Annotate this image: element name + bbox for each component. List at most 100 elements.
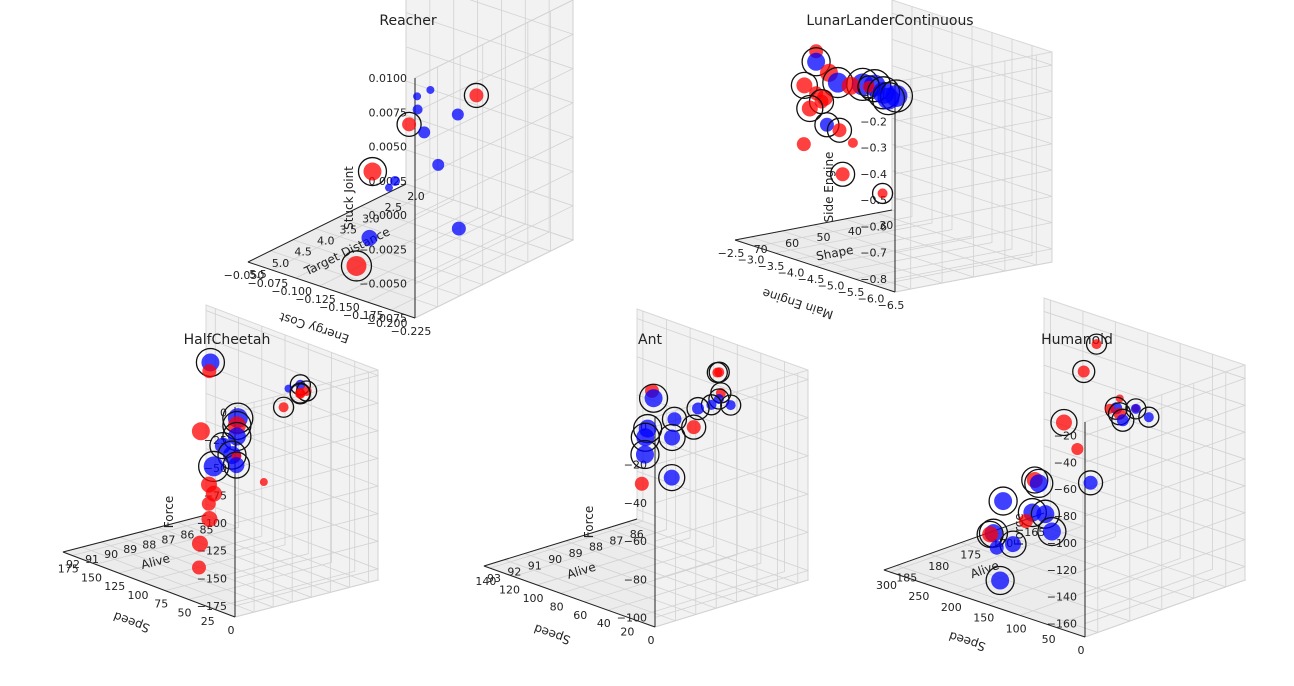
highlight-ring — [289, 383, 311, 405]
data-point — [832, 123, 847, 138]
gridline-z — [1043, 364, 1247, 490]
z-axis-title: Stuck Joint — [342, 166, 356, 230]
x-tick-label: −5.0 — [818, 280, 845, 293]
subplot-1: −0.225−0.200−0.175−0.150−0.125−0.100−0.0… — [224, 0, 575, 346]
gridline-x — [513, 319, 667, 577]
gridline-y — [750, 79, 912, 290]
highlight-ring — [801, 47, 831, 77]
subplot-title: LunarLanderContinuous — [806, 13, 973, 29]
x-tick-label: 20 — [620, 626, 634, 639]
data-point — [191, 560, 206, 575]
data-point — [796, 77, 813, 94]
highlight-ring — [1072, 359, 1096, 384]
gridline-z — [1043, 445, 1247, 571]
x-tick-label: −0.225 — [391, 325, 432, 338]
z-tick-label: 0.0075 — [369, 106, 408, 119]
x-tick-label: 120 — [499, 584, 520, 597]
gridline-z — [205, 420, 380, 524]
gridline-z — [205, 337, 380, 441]
x-tick-label: 125 — [104, 580, 125, 593]
data-point — [418, 126, 431, 139]
data-point — [819, 117, 834, 132]
gridline-x — [794, 19, 953, 260]
y-tick-label: 89 — [569, 547, 583, 560]
highlight-ring — [681, 414, 707, 440]
data-point — [202, 364, 217, 379]
data-point — [432, 158, 445, 171]
y-tick-label: 175 — [960, 549, 981, 562]
gridline-y — [1024, 371, 1227, 588]
gridline-x — [188, 352, 332, 600]
gridline-z — [205, 365, 380, 469]
z-tick-label: −40 — [624, 497, 647, 510]
gridline-y — [606, 379, 778, 590]
y-tick-label: 90 — [104, 548, 118, 561]
highlight-ring — [1085, 333, 1108, 355]
z-tick-label: −0.6 — [860, 220, 887, 233]
x-tick-label: −2.5 — [718, 247, 745, 260]
gridline-x — [955, 321, 1116, 595]
z-tick-label: 0.0050 — [369, 141, 408, 154]
gridline-z — [1043, 337, 1247, 463]
gridline-z — [414, 0, 574, 79]
highlight-ring — [686, 396, 710, 421]
x-tick-label: 40 — [597, 617, 611, 630]
gridline-y — [960, 394, 1163, 611]
x-tick-label: 300 — [876, 579, 897, 592]
data-point — [847, 137, 858, 148]
gridline-x — [631, 361, 785, 619]
gridline-z — [891, 38, 1053, 122]
y-axis-line — [734, 209, 893, 241]
gridline-y — [565, 391, 737, 603]
gridline-z — [891, 91, 1053, 175]
x-tick-label: −0.100 — [271, 285, 312, 298]
z-tick-label: −160 — [1047, 618, 1077, 631]
z-tick-label: −140 — [1047, 591, 1077, 604]
subplot-3: 025507510012515017585868788899091920−25−… — [58, 304, 380, 637]
data-point — [663, 469, 680, 486]
x-tick-label: 50 — [178, 606, 192, 619]
y-tick-label: 70 — [754, 243, 768, 256]
highlight-ring — [638, 383, 669, 413]
gridline-y — [100, 397, 274, 608]
subplot-2: −6.5−6.0−5.5−5.0−4.5−4.0−3.5−3.0−2.5 30 40… — [718, 0, 1053, 322]
data-point — [390, 175, 401, 186]
gridline-x — [874, 45, 1033, 286]
y-tick-label: 88 — [142, 538, 156, 551]
data-point — [191, 422, 210, 441]
subplot-title: Reacher — [379, 13, 436, 29]
x-tick-label: 25 — [201, 615, 215, 628]
highlight-ring — [1021, 466, 1049, 494]
highlight-ring — [1125, 398, 1147, 420]
data-point — [877, 188, 888, 199]
z-tick-label: −120 — [1047, 564, 1077, 577]
highlight-ring — [826, 117, 853, 143]
gridline-y — [992, 383, 1195, 599]
x-tick-label: −0.075 — [247, 277, 288, 290]
data-point — [636, 428, 655, 447]
x-tick-label: 100 — [128, 589, 149, 602]
data-point — [1018, 514, 1033, 529]
gridline-z — [891, 170, 1053, 254]
highlight-ring — [706, 361, 728, 384]
data-point — [712, 367, 723, 378]
highlight-ring — [340, 250, 373, 282]
x-tick-label: 175 — [58, 563, 79, 576]
gridline-x — [536, 327, 691, 586]
y-tick-label: 91 — [528, 559, 542, 572]
y-tick-label: 2.5 — [385, 201, 403, 214]
z-tick-label: −0.2 — [860, 115, 887, 128]
highlight-ring — [988, 486, 1018, 516]
gridline-y — [844, 61, 1006, 272]
y-axis-line — [483, 518, 638, 567]
x-tick-label: −5.5 — [838, 286, 865, 299]
data-point — [1077, 365, 1090, 378]
z-tick-label: −60 — [1054, 483, 1077, 496]
x-tick-label: 60 — [573, 609, 587, 622]
x-tick-label: 150 — [81, 571, 102, 584]
y-tick-label: 86 — [180, 528, 194, 541]
x-tick-label: 250 — [908, 590, 929, 603]
highlight-ring — [1024, 468, 1054, 499]
data-point — [278, 402, 289, 413]
x-axis-title: Speed — [532, 621, 572, 647]
